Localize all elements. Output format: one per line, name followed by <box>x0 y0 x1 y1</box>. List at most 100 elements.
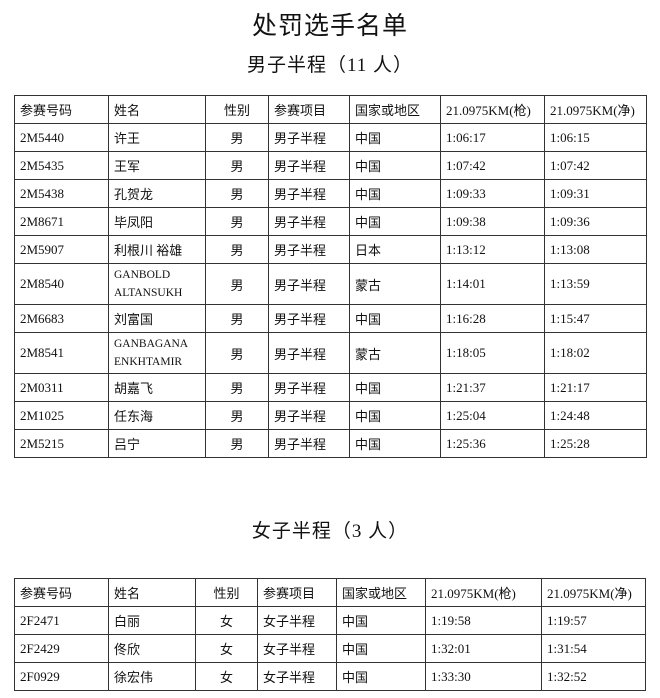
table-cell: 女子半程 <box>257 606 337 635</box>
table-cell: 1:16:28 <box>440 304 545 333</box>
men-penalty-table: 参赛号码 姓名 性别 参赛项目 国家或地区 21.0975KM(枪) 21.0975KM(净… <box>14 95 647 458</box>
table-cell: GANBOLD ALTANSUKH <box>108 263 206 305</box>
table-cell: 1:09:38 <box>440 207 545 236</box>
table-row: 2M5438 孔贺龙男男子半程 中国 1:09:33 1:09:31 <box>14 179 647 208</box>
table-cell: 女 <box>195 606 258 635</box>
table-cell: 1:18:02 <box>544 332 647 374</box>
table-cell: 男 <box>205 332 269 374</box>
column-header: 性别 <box>205 95 269 124</box>
table-cell: GANBAGANA ENKHTAMIR <box>108 332 206 374</box>
table-cell: 中国 <box>349 179 441 208</box>
table-cell: 1:33:30 <box>425 662 542 691</box>
table-cell: 蒙古 <box>349 332 441 374</box>
table-cell: 胡嘉飞 <box>108 373 206 402</box>
table-cell: 中国 <box>349 123 441 152</box>
table-row: 2M5907 利根川 裕雄男男子半程 日本 1:13:12 1:13:08 <box>14 235 647 264</box>
table-cell: 男子半程 <box>268 373 350 402</box>
table-cell: 女 <box>195 662 258 691</box>
table-cell: 男子半程 <box>268 263 350 305</box>
table-cell: 2M5907 <box>14 235 109 264</box>
table-cell: 毕凤阳 <box>108 207 206 236</box>
column-header: 21.0975KM(枪) <box>440 95 545 124</box>
table-cell: 1:06:15 <box>544 123 647 152</box>
table-cell: 男子半程 <box>268 304 350 333</box>
table-cell: 中国 <box>336 634 426 663</box>
table-cell: 男子半程 <box>268 123 350 152</box>
table-cell: 男子半程 <box>268 401 350 430</box>
column-header: 参赛号码 <box>14 95 109 124</box>
table-cell: 孔贺龙 <box>108 179 206 208</box>
table-row: 2M1025 任东海男男子半程 中国 1:25:04 1:24:48 <box>14 401 647 430</box>
table-cell: 1:24:48 <box>544 401 647 430</box>
table-cell: 中国 <box>336 662 426 691</box>
table-cell: 中国 <box>336 606 426 635</box>
table-cell: 男 <box>205 151 269 180</box>
table-row: 2M5435 王军男男子半程 中国 1:07:42 1:07:42 <box>14 151 647 180</box>
table-cell: 刘富国 <box>108 304 206 333</box>
women-section-title: 女子半程（3 人） <box>251 521 409 542</box>
table-row: 2F0929 徐宏伟女女子半程 中国 1:33:30 1:32:52 <box>14 662 646 691</box>
table-row: 2F2471 白丽女女子半程 中国 1:19:58 1:19:57 <box>14 606 646 635</box>
table-cell: 中国 <box>349 207 441 236</box>
table-cell: 男 <box>205 235 269 264</box>
table-row: 2M6683 刘富国男男子半程 中国 1:16:28 1:15:47 <box>14 304 647 333</box>
women-penalty-table: 参赛号码 姓名 性别 参赛项目 国家或地区 21.0975KM(枪) 21.0975KM(净… <box>14 578 646 691</box>
table-cell: 徐宏伟 <box>108 662 196 691</box>
table-cell: 男子半程 <box>268 179 350 208</box>
table-row: 2M8540 GANBOLD ALTANSUKH 男男子半程 蒙古 1:14:01 1:1… <box>14 263 647 305</box>
table-cell: 男 <box>205 207 269 236</box>
table-cell: 1:07:42 <box>440 151 545 180</box>
column-header: 参赛项目 <box>257 578 337 607</box>
table-cell: 1:21:17 <box>544 373 647 402</box>
table-cell: 1:09:31 <box>544 179 647 208</box>
table-row: 2F2429 佟欣女女子半程 中国 1:32:01 1:31:54 <box>14 634 646 663</box>
table-cell: 中国 <box>349 373 441 402</box>
table-cell: 女子半程 <box>257 662 337 691</box>
table-cell: 男 <box>205 263 269 305</box>
table-cell: 男子半程 <box>268 207 350 236</box>
table-cell: 中国 <box>349 151 441 180</box>
table-cell: 中国 <box>349 429 441 458</box>
header-row: 参赛号码 姓名 性别 参赛项目 国家或地区 21.0975KM(枪) 21.0975KM(净… <box>14 578 646 607</box>
table-cell: 许王 <box>108 123 206 152</box>
table-row: 2M8541 GANBAGANA ENKHTAMIR 男男子半程 蒙古 1:18:05 1… <box>14 332 647 374</box>
table-cell: 吕宁 <box>108 429 206 458</box>
table-cell: 1:25:36 <box>440 429 545 458</box>
table-cell: 1:13:12 <box>440 235 545 264</box>
table-cell: 2F0929 <box>14 662 109 691</box>
table-cell: 中国 <box>349 401 441 430</box>
table-cell: 王军 <box>108 151 206 180</box>
page-title: 处罚选手名单 <box>251 13 408 40</box>
column-header: 姓名 <box>108 578 196 607</box>
table-cell: 中国 <box>349 304 441 333</box>
table-cell: 1:18:05 <box>440 332 545 374</box>
table-cell: 1:09:33 <box>440 179 545 208</box>
table-cell: 男 <box>205 373 269 402</box>
table-cell: 男子半程 <box>268 151 350 180</box>
table-cell: 2M5215 <box>14 429 109 458</box>
column-header: 21.0975KM(枪) <box>425 578 542 607</box>
table-cell: 1:13:08 <box>544 235 647 264</box>
table-cell: 蒙古 <box>349 263 441 305</box>
table-cell: 男子半程 <box>268 235 350 264</box>
table-cell: 1:13:59 <box>544 263 647 305</box>
table-cell: 1:25:04 <box>440 401 545 430</box>
table-cell: 佟欣 <box>108 634 196 663</box>
column-header: 参赛号码 <box>14 578 109 607</box>
column-header: 参赛项目 <box>268 95 350 124</box>
table-cell: 男子半程 <box>268 332 350 374</box>
table-cell: 2M5435 <box>14 151 109 180</box>
table-cell: 男 <box>205 179 269 208</box>
table-row: 2M5215 吕宁男男子半程 中国 1:25:36 1:25:28 <box>14 429 647 458</box>
table-cell: 2F2429 <box>14 634 109 663</box>
table-cell: 2M6683 <box>14 304 109 333</box>
table-cell: 1:19:57 <box>541 606 646 635</box>
column-header: 国家或地区 <box>349 95 441 124</box>
table-cell: 白丽 <box>108 606 196 635</box>
table-cell: 1:32:52 <box>541 662 646 691</box>
table-cell: 2M8541 <box>14 332 109 374</box>
column-header: 姓名 <box>108 95 206 124</box>
table-cell: 1:07:42 <box>544 151 647 180</box>
table-cell: 男 <box>205 429 269 458</box>
column-header: 性别 <box>195 578 258 607</box>
